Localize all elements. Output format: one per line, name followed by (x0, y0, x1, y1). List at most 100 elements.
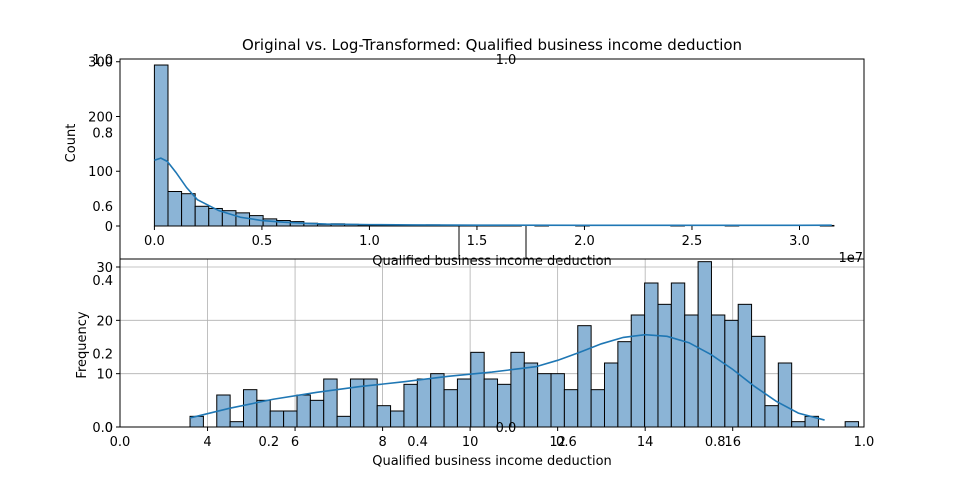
original-histogram-bar (153, 64, 169, 227)
original-histogram-bar (181, 193, 196, 227)
log-histogram-bar (256, 399, 271, 428)
chart-title: Original vs. Log-Transformed: Qualified … (242, 36, 742, 54)
log-histogram-bar (697, 261, 712, 428)
original-histogram-bar (167, 191, 183, 227)
log-histogram-bar (751, 335, 766, 428)
log-x-axis-label: Qualified business income deduction (372, 454, 612, 469)
original-histogram-panel: 0.0 0.5 1.0 1.5 2.0 2.5 3.0 0 100 200 300 Origina… (64, 36, 865, 269)
log-x-tick-label: 10 (462, 435, 479, 450)
stray-center-tick-label: 0.0 (496, 421, 517, 436)
original-x-tick-label: 2.0 (574, 234, 595, 249)
stray-y-tick-label: 0.4 (92, 274, 113, 289)
stray-empty-axes: 0.0 0.2 0.4 0.6 0.8 1.0 0.0 0.2 0.4 0.6 0.8 1.0 1.… (92, 53, 874, 450)
stray-x-tick-label: 0.6 (556, 435, 577, 450)
log-histogram-bar (644, 282, 659, 428)
log-x-tick-label: 8 (378, 435, 386, 450)
original-histogram-bar (194, 205, 210, 227)
original-kde-curve (154, 157, 832, 227)
log-x-tick-label: 14 (637, 435, 654, 450)
log-x-tick-label: 16 (724, 435, 741, 450)
log-histogram-bar (563, 389, 579, 428)
original-y-tick-label: 300 (88, 56, 113, 71)
log-axes-frame (119, 258, 865, 428)
original-y-axis-label: Count (64, 124, 79, 163)
original-y-tick-label: 0 (105, 220, 113, 235)
stray-x-tick-label: 1.0 (854, 435, 875, 450)
stray-y-ticks: 0.0 0.2 0.4 0.6 0.8 1.0 (92, 53, 113, 436)
log-x-tick-label: 4 (203, 435, 211, 450)
log-histogram-bar (376, 405, 392, 428)
original-x-tick-label: 1.0 (359, 234, 380, 249)
log-histogram-bar (229, 421, 245, 428)
original-x-ticks: 0.0 0.5 1.0 1.5 2.0 2.5 3.0 (144, 226, 810, 249)
log-histogram-bar (510, 351, 525, 428)
original-x-tick-label: 1.5 (467, 234, 488, 249)
original-x-axis-label: Qualified business income deduction (372, 254, 612, 269)
log-y-ticks: 0 10 20 30 (96, 261, 120, 436)
log-histogram-bar (630, 314, 646, 428)
log-histogram-bar (603, 362, 619, 428)
log-histogram-bar (416, 378, 432, 428)
log-histogram-bar (617, 341, 632, 428)
original-x-tick-label: 0.5 (252, 234, 273, 249)
original-y-tick-label: 200 (88, 110, 113, 125)
stray-x-tick-label: 0.2 (258, 435, 279, 450)
log-histogram-bar (844, 421, 860, 428)
log-y-tick-label: 10 (96, 368, 113, 383)
log-histogram-bar (791, 421, 806, 428)
log-kde-curve (189, 333, 825, 421)
log-y-tick-label: 30 (96, 261, 113, 276)
log-y-axis-label: Frequency (75, 311, 90, 378)
log-histogram-bar (684, 314, 699, 428)
log-histogram-bar (483, 378, 499, 428)
log-histogram-bar (670, 282, 686, 428)
log-histogram-bar (657, 303, 672, 428)
stray-x-tick-label: 0.4 (407, 435, 428, 450)
original-x-tick-label: 0.0 (144, 234, 165, 249)
original-y-ticks: 0 100 200 300 (88, 56, 120, 235)
log-y-tick-label: 20 (96, 314, 113, 329)
log-histogram-bar (243, 389, 258, 428)
log-histogram-bar (323, 378, 338, 428)
stray-y-tick-label: 0.0 (92, 421, 113, 436)
log-histogram-bar (577, 325, 592, 428)
log-histogram-bar (403, 383, 418, 428)
original-y-tick-label: 100 (88, 165, 113, 180)
log-histogram-bar (430, 373, 445, 428)
log-histogram-bar (296, 394, 311, 428)
log-histogram-bar (456, 378, 472, 428)
original-histogram-bars (153, 64, 835, 227)
log-histogram-bar (777, 362, 793, 428)
stray-y-tick-label: 0.2 (92, 347, 113, 362)
log-histogram-bar (737, 303, 753, 428)
stray-top-tick-label: 1.0 (496, 53, 517, 68)
log-histogram-bar (269, 410, 285, 428)
log-histogram-bar (523, 362, 539, 428)
log-histogram-bar (443, 389, 458, 428)
stray-y-tick-label: 0.8 (92, 127, 113, 142)
stray-x-ticks: 0.0 0.2 0.4 0.6 0.8 1.0 (110, 435, 875, 450)
log-histogram-bar (590, 389, 605, 428)
log-histogram-bar (309, 399, 325, 428)
log-histogram-bar (764, 405, 779, 428)
log-histogram-bar (390, 410, 405, 428)
stray-y-tick-label: 1.0 (92, 53, 113, 68)
stray-x-tick-label: 0.8 (705, 435, 726, 450)
original-x-tick-label: 3.0 (789, 234, 810, 249)
log-x-tick-label: 6 (291, 435, 299, 450)
stray-x-tick-label: 0.0 (110, 435, 131, 450)
log-histogram-bar (470, 351, 485, 428)
log-histogram-bar (537, 373, 552, 428)
log-histogram-bar (550, 373, 565, 428)
log-y-tick-label: 0 (105, 421, 113, 436)
original-x-tick-label: 2.5 (682, 234, 703, 249)
log-histogram-bar (283, 410, 298, 428)
original-histogram-bar (262, 218, 278, 227)
log-histogram-bar (710, 314, 726, 428)
log-x-ticks: 4 6 8 10 12 14 16 (203, 427, 741, 450)
log-histogram-bar (336, 415, 351, 428)
log-x-tick-label: 12 (549, 435, 566, 450)
log-histogram-bar (724, 319, 739, 428)
original-histogram-bar (235, 212, 251, 227)
